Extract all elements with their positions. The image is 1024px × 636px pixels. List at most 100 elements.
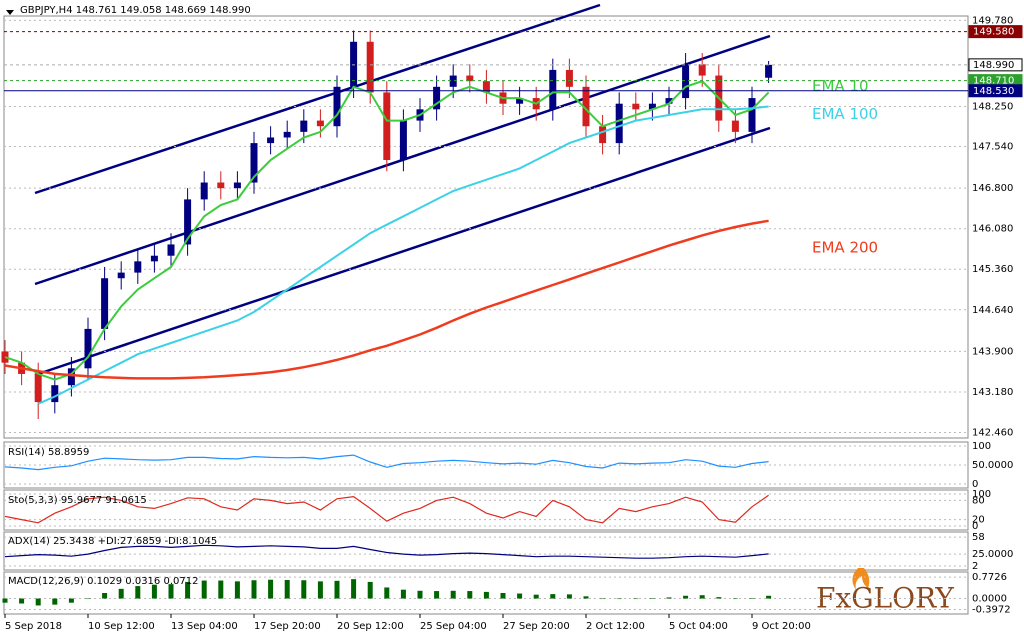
series-line — [4, 454, 769, 471]
panel-title: MACD(12,26,9) 0.1029 0.0316 0.0712 — [8, 576, 198, 587]
price-level-box — [968, 25, 1023, 39]
bar — [400, 589, 406, 599]
bar — [268, 579, 274, 599]
candle-body — [482, 81, 490, 93]
series-label: EMA 200 — [812, 238, 878, 256]
bar — [317, 581, 323, 599]
panel-title: RSI(14) 58.8959 — [8, 447, 89, 458]
bar — [600, 598, 606, 600]
candle-body — [648, 103, 656, 110]
bar — [566, 594, 572, 599]
candle-body — [665, 98, 673, 104]
bar — [52, 598, 58, 605]
candle-body — [565, 69, 573, 87]
logo-flame — [852, 568, 870, 590]
bar — [649, 597, 655, 599]
candle-body — [466, 75, 474, 82]
candle-body — [184, 199, 192, 245]
candle-body — [399, 120, 407, 161]
price-level-box — [968, 84, 1023, 98]
bar — [666, 597, 672, 599]
bar — [168, 584, 174, 599]
bar — [417, 590, 423, 599]
bar — [732, 598, 738, 600]
x-tick-label: 9 Oct 20:00 — [752, 621, 811, 632]
x-tick-label: 5 Sep 2018 — [5, 621, 62, 632]
bar — [185, 581, 191, 599]
bar — [2, 598, 8, 603]
candle-body — [516, 98, 524, 104]
y-tick-label: 146.800 — [972, 183, 1013, 194]
candle-body — [34, 373, 42, 403]
x-tick-label: 10 Sep 12:00 — [88, 621, 155, 632]
y-tick-label: 100 — [972, 441, 991, 452]
channel-line — [34, 3, 601, 195]
bar — [434, 591, 440, 599]
y-tick-label: 0 — [972, 521, 978, 532]
bar — [500, 593, 506, 599]
y-tick-label: 2 — [972, 561, 978, 572]
channel-line — [34, 126, 771, 377]
bar — [467, 591, 473, 599]
series-line — [4, 544, 769, 559]
y-tick-label: 20 — [972, 515, 985, 526]
series-line — [4, 494, 769, 524]
candle-body — [84, 328, 92, 369]
bar — [251, 580, 257, 599]
y-tick-label: 0.0000 — [972, 594, 1007, 605]
candle-body — [383, 92, 391, 161]
bar — [633, 598, 639, 600]
bar — [683, 595, 689, 599]
menu-arrow[interactable] — [6, 10, 14, 15]
candle-body — [682, 64, 690, 99]
candle-body — [765, 64, 773, 78]
y-tick-label: 0.7726 — [972, 572, 1007, 583]
y-tick-label: 143.900 — [972, 346, 1013, 357]
bar — [102, 593, 108, 599]
bar — [201, 580, 207, 599]
panel-title: ADX(14) 25.3438 +DI:27.6859 -DI:8.1045 — [8, 536, 217, 547]
bar — [68, 598, 74, 603]
candle-body — [333, 86, 341, 127]
candle-body — [366, 41, 374, 93]
bar — [85, 598, 91, 600]
bar — [284, 579, 290, 599]
x-tick-label: 13 Sep 04:00 — [171, 621, 238, 632]
candle-body — [433, 86, 441, 110]
y-tick-label: 143.180 — [972, 387, 1013, 398]
candle-body — [582, 86, 590, 127]
y-tick-label: 149.780 — [972, 15, 1013, 26]
x-tick-label: 25 Sep 04:00 — [420, 621, 487, 632]
candle-body — [150, 255, 158, 262]
chart-title: GBPJPY,H4 148.761 149.058 148.669 148.99… — [20, 5, 251, 16]
y-tick-label: 147.540 — [972, 141, 1013, 152]
bar — [234, 581, 240, 599]
bar — [118, 588, 124, 599]
candle-body — [101, 278, 109, 329]
bar — [135, 586, 141, 599]
series-label: EMA 10 — [812, 77, 869, 95]
candle-body — [250, 143, 258, 183]
y-tick-label: 148.250 — [972, 102, 1013, 113]
bar — [699, 595, 705, 599]
candle-body — [1, 351, 9, 363]
bar — [766, 595, 772, 599]
y-tick-label: 100 — [972, 489, 991, 500]
candle-body — [748, 98, 756, 132]
candle-body — [134, 261, 142, 273]
y-tick-label: 142.460 — [972, 427, 1013, 438]
candle-body — [449, 75, 457, 87]
candle-body — [731, 120, 739, 132]
bar — [19, 598, 25, 604]
brand: FxGLORY — [816, 582, 954, 615]
y-tick-label: 58 — [972, 532, 985, 543]
candle-body — [632, 103, 640, 110]
price-level-box — [968, 58, 1023, 72]
candle-body — [350, 41, 358, 87]
bar — [334, 580, 340, 599]
candle-body — [316, 120, 324, 127]
candle-body — [51, 385, 59, 403]
bar — [550, 594, 556, 599]
y-tick-label: 144.640 — [972, 305, 1013, 316]
candle-body — [200, 182, 208, 200]
